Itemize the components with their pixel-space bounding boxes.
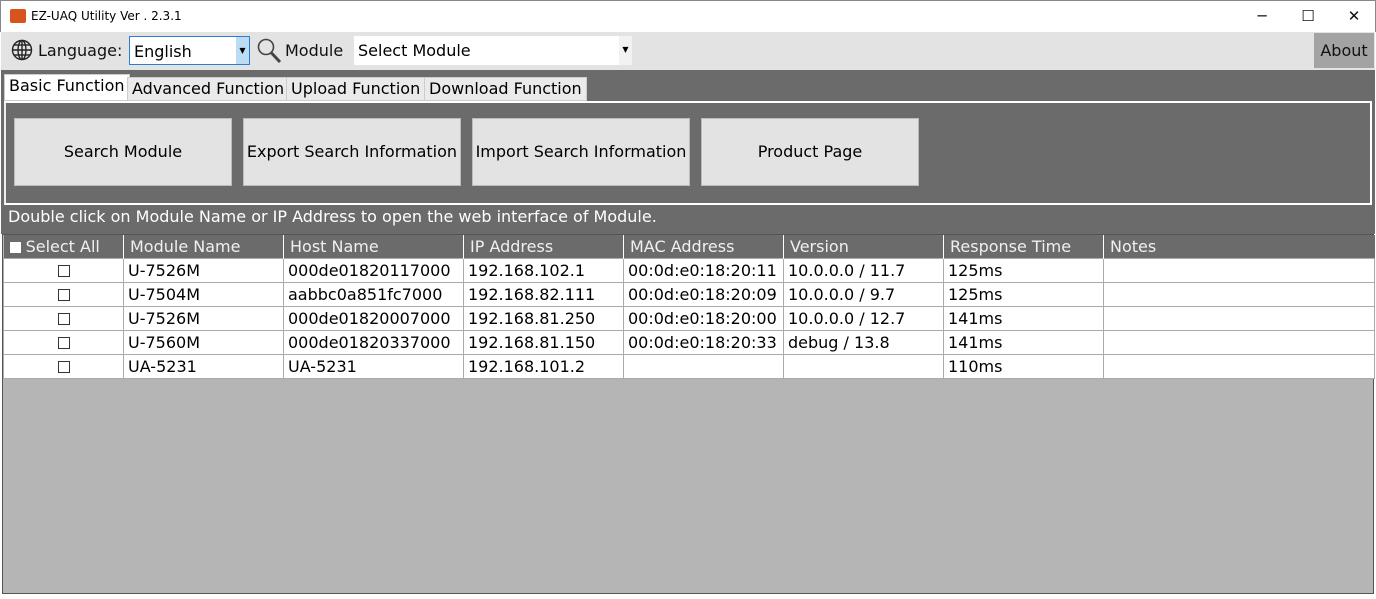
cell-version: [783, 353, 944, 379]
window-title: EZ-UAQ Utility Ver . 2.3.1: [31, 9, 182, 23]
language-label: Language:: [38, 41, 123, 60]
chevron-down-icon: ▼: [619, 36, 632, 65]
import-search-information-button[interactable]: Import Search Information: [472, 118, 690, 186]
cell-module-name[interactable]: UA-5231: [123, 353, 284, 379]
row-checkbox[interactable]: [57, 361, 70, 373]
column-header-version[interactable]: Version: [783, 235, 944, 258]
select-all-label: Select All: [25, 236, 100, 256]
cell-response-time: 110ms: [943, 353, 1104, 379]
cell-notes: [1103, 329, 1375, 355]
globe-icon: [11, 39, 33, 61]
row-checkbox[interactable]: [57, 313, 70, 325]
row-select-cell[interactable]: [3, 329, 124, 355]
cell-mac-address: 00:0d:e0:18:20:11: [623, 257, 784, 283]
table-row[interactable]: UA-5231 UA-5231 192.168.101.2 110ms: [3, 353, 1375, 379]
cell-notes: [1103, 281, 1375, 307]
tab-basic-function[interactable]: Basic Function: [4, 74, 130, 101]
row-select-cell[interactable]: [3, 281, 124, 307]
cell-mac-address: [623, 353, 784, 379]
cell-response-time: 125ms: [943, 281, 1104, 307]
about-button[interactable]: About: [1314, 33, 1374, 68]
column-header-module-name[interactable]: Module Name: [123, 235, 284, 258]
toolbar: Language: English ▼ Module Select Module…: [1, 32, 1375, 70]
row-checkbox[interactable]: [57, 289, 70, 301]
app-logo-icon: [10, 9, 26, 23]
table-header: Select All Module Name Host Name IP Addr…: [3, 235, 1375, 258]
select-all-checkbox[interactable]: [9, 241, 21, 253]
minimize-button[interactable]: ─: [1257, 7, 1267, 25]
cell-mac-address: 00:0d:e0:18:20:09: [623, 281, 784, 307]
title-bar: EZ-UAQ Utility Ver . 2.3.1 ─ ☐ ✕: [0, 0, 1376, 32]
cell-response-time: 141ms: [943, 329, 1104, 355]
tab-advanced-function[interactable]: Advanced Function: [127, 77, 290, 101]
cell-host-name: UA-5231: [283, 353, 464, 379]
cell-notes: [1103, 305, 1375, 331]
column-header-response-time[interactable]: Response Time: [943, 235, 1104, 258]
table-row[interactable]: U-7560M 000de01820337000 192.168.81.150 00:…: [3, 329, 1375, 355]
cell-notes: [1103, 257, 1375, 283]
tab-upload-function[interactable]: Upload Function: [286, 77, 426, 101]
product-page-button[interactable]: Product Page: [701, 118, 919, 186]
cell-module-name[interactable]: U-7504M: [123, 281, 284, 307]
cell-host-name: 000de01820337000: [283, 329, 464, 355]
module-value: Select Module: [358, 41, 471, 60]
column-header-host-name[interactable]: Host Name: [283, 235, 464, 258]
module-table: Select All Module Name Host Name IP Addr…: [2, 234, 1375, 594]
row-select-cell[interactable]: [3, 257, 124, 283]
cell-ip-address[interactable]: 192.168.81.250: [463, 305, 624, 331]
column-header-mac-address[interactable]: MAC Address: [623, 235, 784, 258]
cell-ip-address[interactable]: 192.168.101.2: [463, 353, 624, 379]
close-button[interactable]: ✕: [1347, 7, 1361, 25]
cell-mac-address: 00:0d:e0:18:20:00: [623, 305, 784, 331]
cell-host-name: aabbc0a851fc7000: [283, 281, 464, 307]
language-select[interactable]: English ▼: [129, 36, 250, 65]
cell-ip-address[interactable]: 192.168.102.1: [463, 257, 624, 283]
row-select-cell[interactable]: [3, 353, 124, 379]
cell-version: 10.0.0.0 / 11.7: [783, 257, 944, 283]
table-row[interactable]: U-7526M 000de01820117000 192.168.102.1 00:0…: [3, 257, 1375, 283]
maximize-button[interactable]: ☐: [1301, 7, 1315, 25]
cell-host-name: 000de01820117000: [283, 257, 464, 283]
cell-ip-address[interactable]: 192.168.82.111: [463, 281, 624, 307]
module-label: Module: [285, 41, 344, 60]
cell-version: 10.0.0.0 / 9.7: [783, 281, 944, 307]
cell-module-name[interactable]: U-7560M: [123, 329, 284, 355]
cell-version: debug / 13.8: [783, 329, 944, 355]
module-select[interactable]: Select Module ▼: [354, 36, 632, 65]
column-header-notes[interactable]: Notes: [1103, 235, 1375, 258]
hint-text: Double click on Module Name or IP Addres…: [8, 207, 657, 226]
search-module-button[interactable]: Search Module: [14, 118, 232, 186]
cell-host-name: 000de01820007000: [283, 305, 464, 331]
cell-module-name[interactable]: U-7526M: [123, 305, 284, 331]
cell-version: 10.0.0.0 / 12.7: [783, 305, 944, 331]
row-select-cell[interactable]: [3, 305, 124, 331]
bottom-edge: [0, 594, 1376, 599]
cell-response-time: 125ms: [943, 257, 1104, 283]
row-checkbox[interactable]: [57, 337, 70, 349]
language-value: English: [134, 42, 192, 61]
column-header-ip-address[interactable]: IP Address: [463, 235, 624, 258]
cell-mac-address: 00:0d:e0:18:20:33: [623, 329, 784, 355]
table-row[interactable]: U-7504M aabbc0a851fc7000 192.168.82.111 00:…: [3, 281, 1375, 307]
cell-module-name[interactable]: U-7526M: [123, 257, 284, 283]
cell-ip-address[interactable]: 192.168.81.150: [463, 329, 624, 355]
row-checkbox[interactable]: [57, 265, 70, 277]
export-search-information-button[interactable]: Export Search Information: [243, 118, 461, 186]
chevron-down-icon: ▼: [236, 37, 249, 64]
search-icon: [257, 38, 282, 64]
table-row[interactable]: U-7526M 000de01820007000 192.168.81.250 00:…: [3, 305, 1375, 331]
select-all-header[interactable]: Select All: [3, 235, 124, 258]
tab-download-function[interactable]: Download Function: [424, 77, 587, 101]
cell-notes: [1103, 353, 1375, 379]
cell-response-time: 141ms: [943, 305, 1104, 331]
